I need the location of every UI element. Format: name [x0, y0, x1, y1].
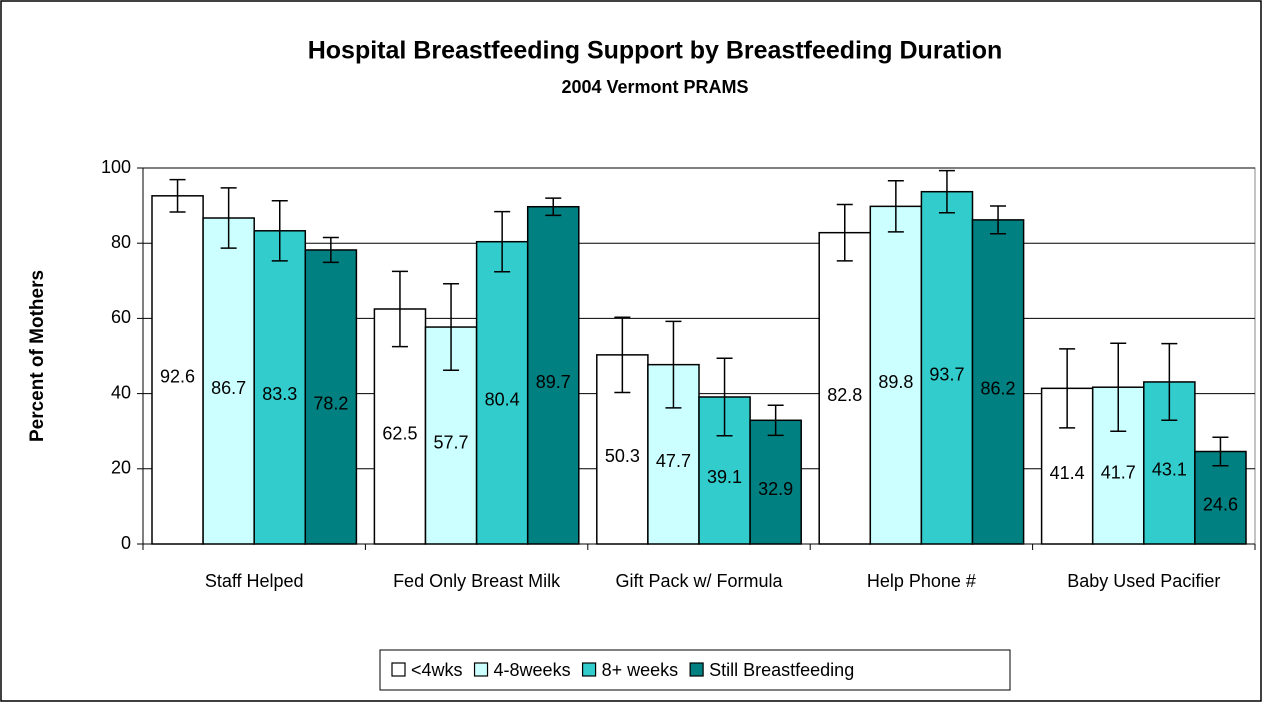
data-label: 82.8: [827, 385, 862, 405]
y-axis-label: Percent of Mothers: [27, 270, 48, 442]
y-tick-label: 0: [121, 533, 131, 553]
legend-swatch: [581, 662, 597, 677]
bar: [151, 195, 204, 545]
error-bar: [545, 197, 562, 217]
bar: [526, 205, 580, 545]
bar: [920, 190, 974, 545]
bar: [202, 217, 255, 545]
error-bar: [1161, 342, 1178, 422]
error-bar: [716, 357, 733, 437]
data-label: 93.7: [929, 365, 964, 385]
x-tick-label: Help Phone #: [866, 571, 976, 591]
chart-subtitle: 2004 Vermont PRAMS: [561, 77, 748, 97]
x-tick-label: Gift Pack w/ Formula: [615, 571, 783, 591]
x-tick-label: Staff Helped: [204, 571, 304, 591]
bar: [869, 205, 923, 545]
data-label: 78.2: [313, 394, 348, 414]
legend-label: <4wks: [411, 660, 463, 680]
error-bar: [322, 236, 339, 264]
error-bar: [938, 169, 955, 214]
legend-label: 8+ weeks: [602, 660, 679, 680]
data-label: 41.4: [1050, 463, 1085, 483]
y-tick-label: 20: [111, 458, 131, 478]
legend-swatch: [391, 662, 406, 677]
legend-label: 4-8weeks: [494, 660, 571, 680]
data-label: 83.3: [262, 384, 297, 404]
error-bar: [990, 205, 1007, 235]
data-label: 57.7: [434, 432, 469, 452]
legend-swatch: [689, 662, 704, 677]
y-tick-label: 100: [101, 157, 131, 177]
data-label: 89.8: [878, 372, 913, 392]
error-bar: [494, 210, 511, 273]
bar: [373, 308, 427, 545]
data-label: 86.2: [981, 379, 1016, 399]
data-label: 24.6: [1203, 495, 1238, 515]
data-label: 32.9: [758, 479, 793, 499]
data-label: 47.7: [656, 451, 691, 471]
bar: [818, 231, 872, 545]
error-bar: [391, 270, 408, 348]
legend-label: Still Breastfeeding: [709, 660, 854, 680]
data-label: 50.3: [605, 446, 640, 466]
error-bar: [767, 404, 784, 437]
bar: [475, 240, 529, 545]
chart-title: Hospital Breastfeeding Support by Breast…: [308, 37, 1003, 65]
y-tick-label: 80: [111, 232, 131, 252]
error-bar: [887, 180, 904, 233]
y-tick-label: 40: [111, 382, 131, 402]
error-bar: [836, 203, 853, 262]
error-bar: [220, 187, 237, 249]
error-bar: [169, 178, 186, 213]
error-bar: [443, 283, 460, 372]
data-label: 41.7: [1101, 462, 1136, 482]
error-bar: [1212, 436, 1229, 467]
bar: [1194, 450, 1247, 545]
error-bar: [1110, 342, 1127, 432]
legend-swatch: [473, 662, 489, 677]
error-bar: [1059, 348, 1076, 429]
data-label: 62.5: [382, 423, 417, 443]
error-bar: [271, 199, 288, 262]
x-tick-label: Fed Only Breast Milk: [393, 571, 561, 591]
x-tick-label: Baby Used Pacifier: [1067, 571, 1221, 591]
bar: [304, 249, 358, 545]
data-label: 80.4: [485, 390, 520, 410]
data-label: 39.1: [707, 467, 742, 487]
data-label: 92.6: [160, 367, 195, 387]
error-bar: [665, 320, 682, 409]
data-label: 89.7: [536, 372, 571, 392]
error-bar: [614, 316, 631, 394]
data-label: 86.7: [211, 378, 246, 398]
y-tick-label: 60: [111, 307, 131, 327]
bar: [749, 419, 802, 545]
legend: <4wks 4-8weeks 8+ weeks Still Breastfeeding: [379, 649, 1011, 691]
data-label: 43.1: [1152, 460, 1187, 480]
